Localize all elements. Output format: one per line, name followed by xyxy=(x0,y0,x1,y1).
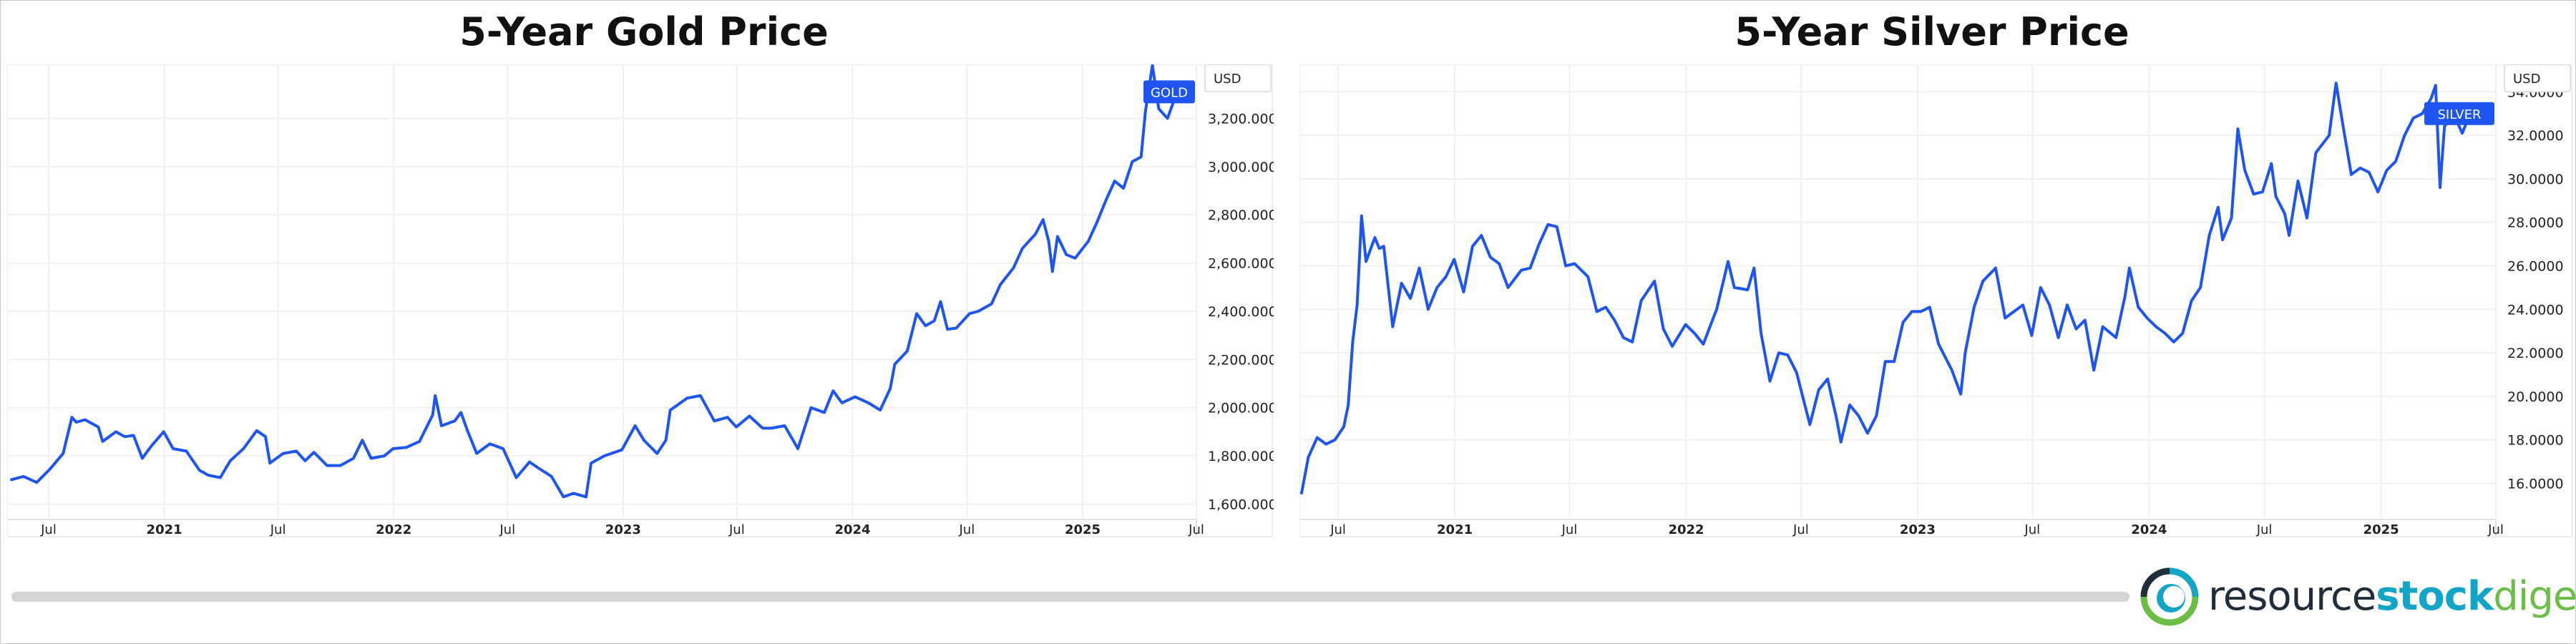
currency-label: USD xyxy=(2513,72,2540,87)
y-tick-label: 2,800.000 xyxy=(1208,208,1274,223)
x-tick-label: Jul xyxy=(1561,522,1578,537)
silver-price-chart: 16.0000 18.0000 20.0000 22.0000 24.0000 26.00… xyxy=(1299,64,2572,537)
x-tick-label: Jul xyxy=(2024,522,2040,537)
y-tick-label: 24.0000 xyxy=(2507,302,2564,318)
resource-stock-digest-logo: resourcestockdigest xyxy=(2140,564,2576,630)
brand-ring-icon xyxy=(2140,567,2199,626)
y-tick-label: 2,400.000 xyxy=(1208,304,1274,320)
y-tick-label: 20.0000 xyxy=(2507,389,2564,405)
x-tick-label: Jul xyxy=(1792,522,1809,537)
series-name-tag xyxy=(1143,80,1195,104)
currency-label-box xyxy=(2504,64,2571,92)
x-tick-label: Jul xyxy=(1188,522,1204,537)
x-tick-label: 2025 xyxy=(1065,522,1101,537)
y-tick-label: 28.0000 xyxy=(2507,215,2564,231)
x-tick-label: 2021 xyxy=(147,522,182,537)
x-tick-label: 2024 xyxy=(834,522,870,537)
price-line xyxy=(1299,82,2481,494)
x-tick-label: Jul xyxy=(40,522,57,537)
x-tick-label: Jul xyxy=(499,522,515,537)
y-tick-label: 2,200.000 xyxy=(1208,352,1274,368)
brand-name-stock: stock xyxy=(2376,573,2494,620)
x-tick-label: 2022 xyxy=(1668,522,1704,537)
gold-price-chart: 1,600.000 1,800.000 2,000.000 2,200.000 2,40… xyxy=(7,64,1274,537)
y-tick-label: 3,200.000 xyxy=(1208,111,1274,127)
y-tick-label: 22.0000 xyxy=(2507,346,2564,361)
currency-label-box xyxy=(1204,64,1272,92)
x-tick-label: 2024 xyxy=(2131,522,2167,537)
x-tick-label: Jul xyxy=(2256,522,2273,537)
y-tick-label: 18.0000 xyxy=(2507,433,2564,449)
y-tick-label: 26.0000 xyxy=(2507,259,2564,275)
y-tick-label: 1,600.000 xyxy=(1208,497,1274,513)
currency-label: USD xyxy=(1214,72,1241,87)
y-tick-label: 2,000.000 xyxy=(1208,401,1274,416)
x-tick-label: Jul xyxy=(959,522,975,537)
brand-name-digest: digest xyxy=(2493,573,2576,620)
y-tick-label: 1,800.000 xyxy=(1208,449,1274,464)
x-tick-label: Jul xyxy=(2487,522,2504,537)
x-tick-label: 2023 xyxy=(1900,522,1936,537)
brand-name-resource: resource xyxy=(2208,573,2376,620)
x-tick-label: 2023 xyxy=(605,522,641,537)
price-line xyxy=(9,64,1181,499)
x-tick-label: 2021 xyxy=(1437,522,1473,537)
brand-name: resourcestockdigest xyxy=(2208,574,2576,620)
y-tick-label: 32.0000 xyxy=(2507,128,2564,144)
gold-chart-title: 5-Year Gold Price xyxy=(459,9,829,54)
series-name-label: SILVER xyxy=(2438,107,2482,122)
x-tick-label: Jul xyxy=(728,522,745,537)
series-name-tag xyxy=(2424,102,2494,125)
y-tick-label: 3,000.000 xyxy=(1208,160,1274,175)
x-tick-label: Jul xyxy=(1330,522,1346,537)
series-name-label: GOLD xyxy=(1151,85,1188,100)
x-tick-label: 2022 xyxy=(376,522,411,537)
x-tick-label: Jul xyxy=(270,522,286,537)
horizontal-scroll-bar[interactable] xyxy=(11,592,2129,602)
x-tick-label: 2025 xyxy=(2363,522,2399,537)
silver-chart-title: 5-Year Silver Price xyxy=(1735,9,2129,54)
y-tick-label: 16.0000 xyxy=(2507,476,2564,492)
y-tick-label: 30.0000 xyxy=(2507,172,2564,187)
y-tick-label: 2,600.000 xyxy=(1208,256,1274,272)
